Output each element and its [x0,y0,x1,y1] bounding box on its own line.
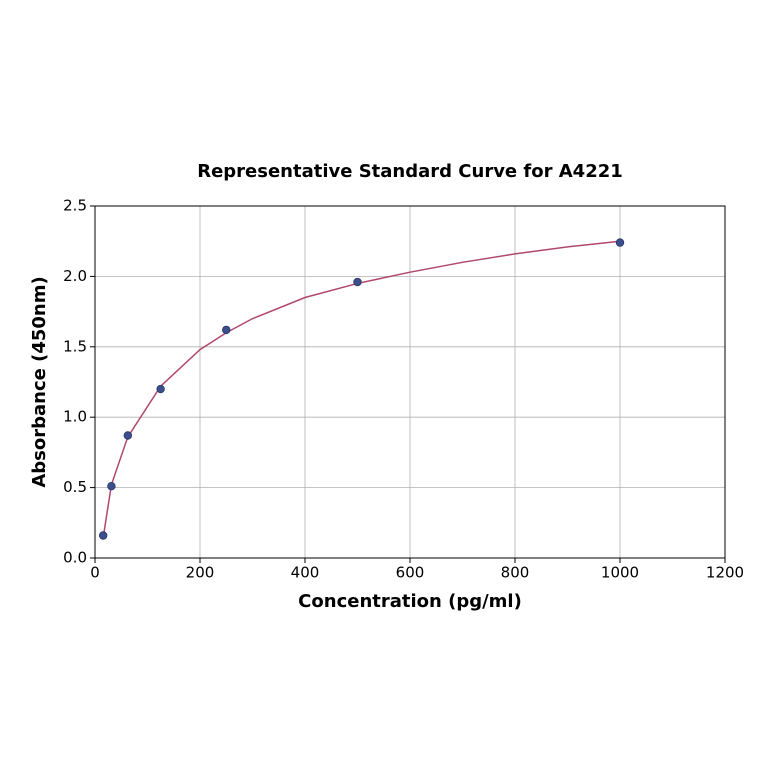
y-tick-label: 1.5 [63,337,87,355]
data-point [615,238,625,247]
chart-title: Representative Standard Curve for A4221 [197,161,623,182]
y-tick-label: 0.5 [63,478,87,496]
data-point [98,531,108,540]
y-tick-label: 0.0 [63,549,87,567]
data-point [222,325,231,335]
y-tick-label: 2.0 [63,267,87,285]
x-tick-label: 1200 [706,564,744,582]
y-tick-label: 2.5 [63,197,87,215]
x-tick-label: 0 [90,564,100,582]
data-point [353,277,362,287]
x-tick-label: 600 [396,564,425,582]
data-point [156,384,165,394]
fit-curve [102,240,621,540]
x-tick-label: 800 [501,564,530,582]
x-tick-label: 400 [291,564,320,582]
x-tick-label: 200 [186,564,215,582]
x-axis-label: Concentration (pg/ml) [298,591,522,612]
x-tick-label: 1000 [601,564,639,582]
plot-frame [94,205,726,559]
data-point [123,431,133,440]
y-tick-label: 1.0 [63,408,87,426]
y-axis-label: Absorbance (450nm) [29,276,50,487]
data-point [107,481,116,491]
